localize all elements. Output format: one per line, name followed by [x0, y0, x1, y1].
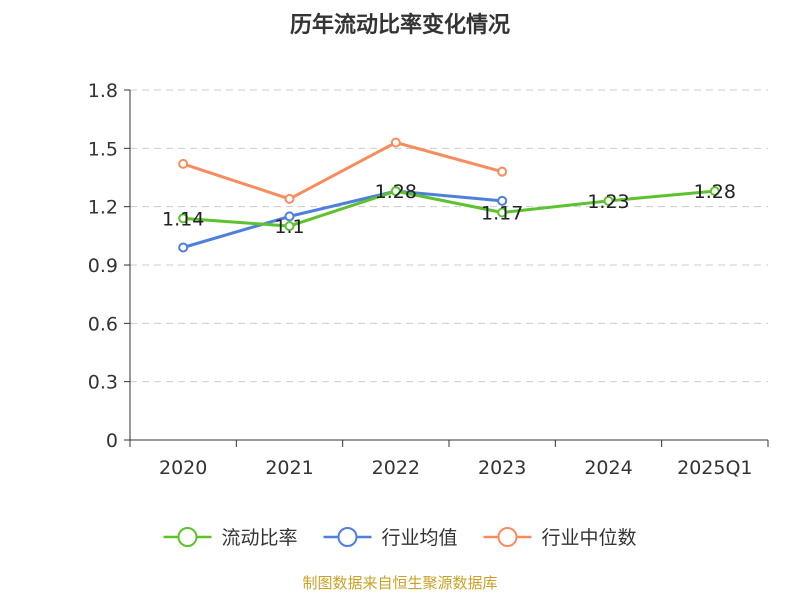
data-point: [603, 195, 614, 206]
data-label: 1.14: [162, 208, 204, 230]
data-label: 1.23: [587, 191, 629, 213]
data-label: 1.1: [274, 216, 304, 238]
x-tick-label: 2020: [159, 457, 207, 479]
x-axis: 2020 2021 2022 2023 2024 2025Q1: [129, 439, 769, 479]
x-tick-label: 2021: [265, 457, 313, 479]
x-tick-label: 2023: [478, 457, 526, 479]
data-label: 1.17: [481, 203, 523, 225]
legend-item-2: 行业均值: [323, 527, 458, 549]
data-point: [497, 166, 508, 177]
data-point: [497, 195, 508, 206]
series-line: [182, 189, 503, 249]
y-axis: 0 0.3 0.6 0.9 1.2 1.5 1.8: [88, 80, 131, 452]
legend-item-3: 行业中位数: [483, 527, 637, 549]
x-tick-label: 2025Q1: [677, 457, 752, 479]
legend: 流动比率 行业均值 行业中位数: [163, 527, 637, 549]
data-point: [390, 186, 401, 197]
legend-label: 流动比率: [222, 527, 298, 549]
data-point: [284, 193, 295, 204]
gridlines: [130, 89, 768, 383]
data-point: [178, 213, 189, 224]
series-line: [183, 189, 715, 228]
y-tick-label: 0.6: [88, 313, 118, 335]
y-tick-label: 1.2: [88, 197, 118, 219]
y-tick-label: 1.8: [88, 80, 118, 102]
legend-label: 行业均值: [382, 527, 458, 549]
data-point: [284, 211, 295, 222]
data-label: 1.28: [375, 181, 417, 203]
y-tick-label: 0.3: [88, 372, 118, 394]
series-3: [178, 137, 508, 204]
series-1: [178, 186, 720, 232]
data-point: [178, 158, 189, 169]
chart-title: 历年流动比率变化情况: [290, 12, 510, 38]
y-tick-label: 0: [106, 430, 118, 452]
data-label: 1.28: [694, 181, 736, 203]
y-tick-label: 0.9: [88, 255, 118, 277]
data-point: [178, 242, 189, 253]
legend-item-1: 流动比率: [163, 527, 298, 549]
data-labels: 1.14 1.1 1.28 1.17 1.23 1.28: [162, 181, 736, 238]
x-tick-label: 2024: [584, 457, 632, 479]
source-note: 制图数据来自恒生聚源数据库: [302, 574, 497, 592]
series-2: [178, 186, 508, 253]
legend-marker: [497, 527, 518, 547]
data-point: [709, 186, 720, 197]
data-point: [497, 207, 508, 218]
data-point: [284, 221, 295, 232]
legend-label: 行业中位数: [542, 527, 637, 549]
series-layer: [178, 137, 720, 253]
legend-marker: [177, 527, 198, 547]
x-tick-label: 2022: [372, 457, 420, 479]
series-line: [182, 141, 503, 201]
y-tick-label: 1.5: [88, 138, 118, 160]
data-point: [390, 137, 401, 148]
legend-marker: [337, 527, 358, 547]
